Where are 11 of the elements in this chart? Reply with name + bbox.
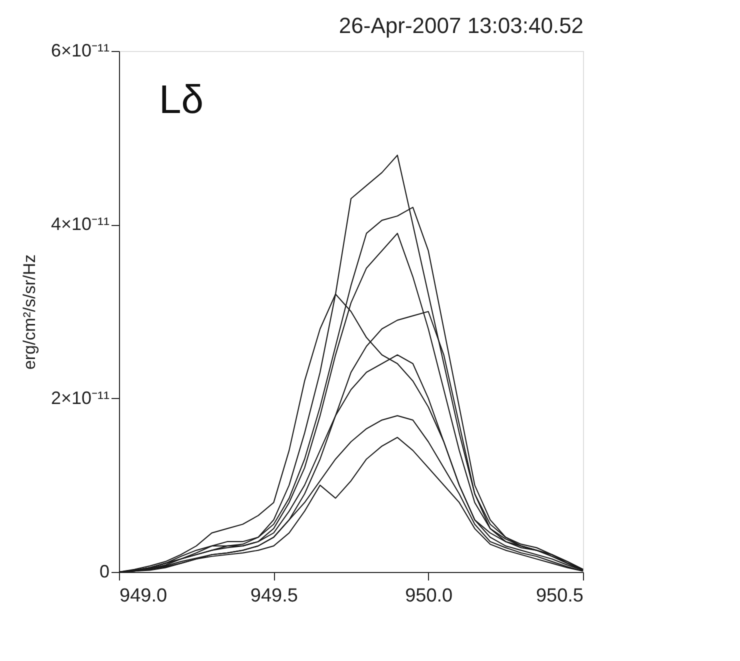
x-tick-label: 949.0 <box>120 586 168 606</box>
x-tick-label: 949.5 <box>250 586 298 606</box>
x-tick-label: 950.5 <box>536 586 584 606</box>
y-tick-label: 6×10⁻¹¹ <box>50 40 110 60</box>
chart-title: 26-Apr-2007 13:03:40.52 <box>338 13 584 38</box>
y-axis-title: erg/cm²/s/sr/Hz <box>20 254 39 370</box>
annotation: Lδ <box>159 78 204 122</box>
y-tick-label: 0 <box>99 562 110 582</box>
y-tick-label: 4×10⁻¹¹ <box>50 214 110 234</box>
x-tick-label: 950.0 <box>405 586 453 606</box>
y-tick-label: 2×10⁻¹¹ <box>50 388 110 408</box>
